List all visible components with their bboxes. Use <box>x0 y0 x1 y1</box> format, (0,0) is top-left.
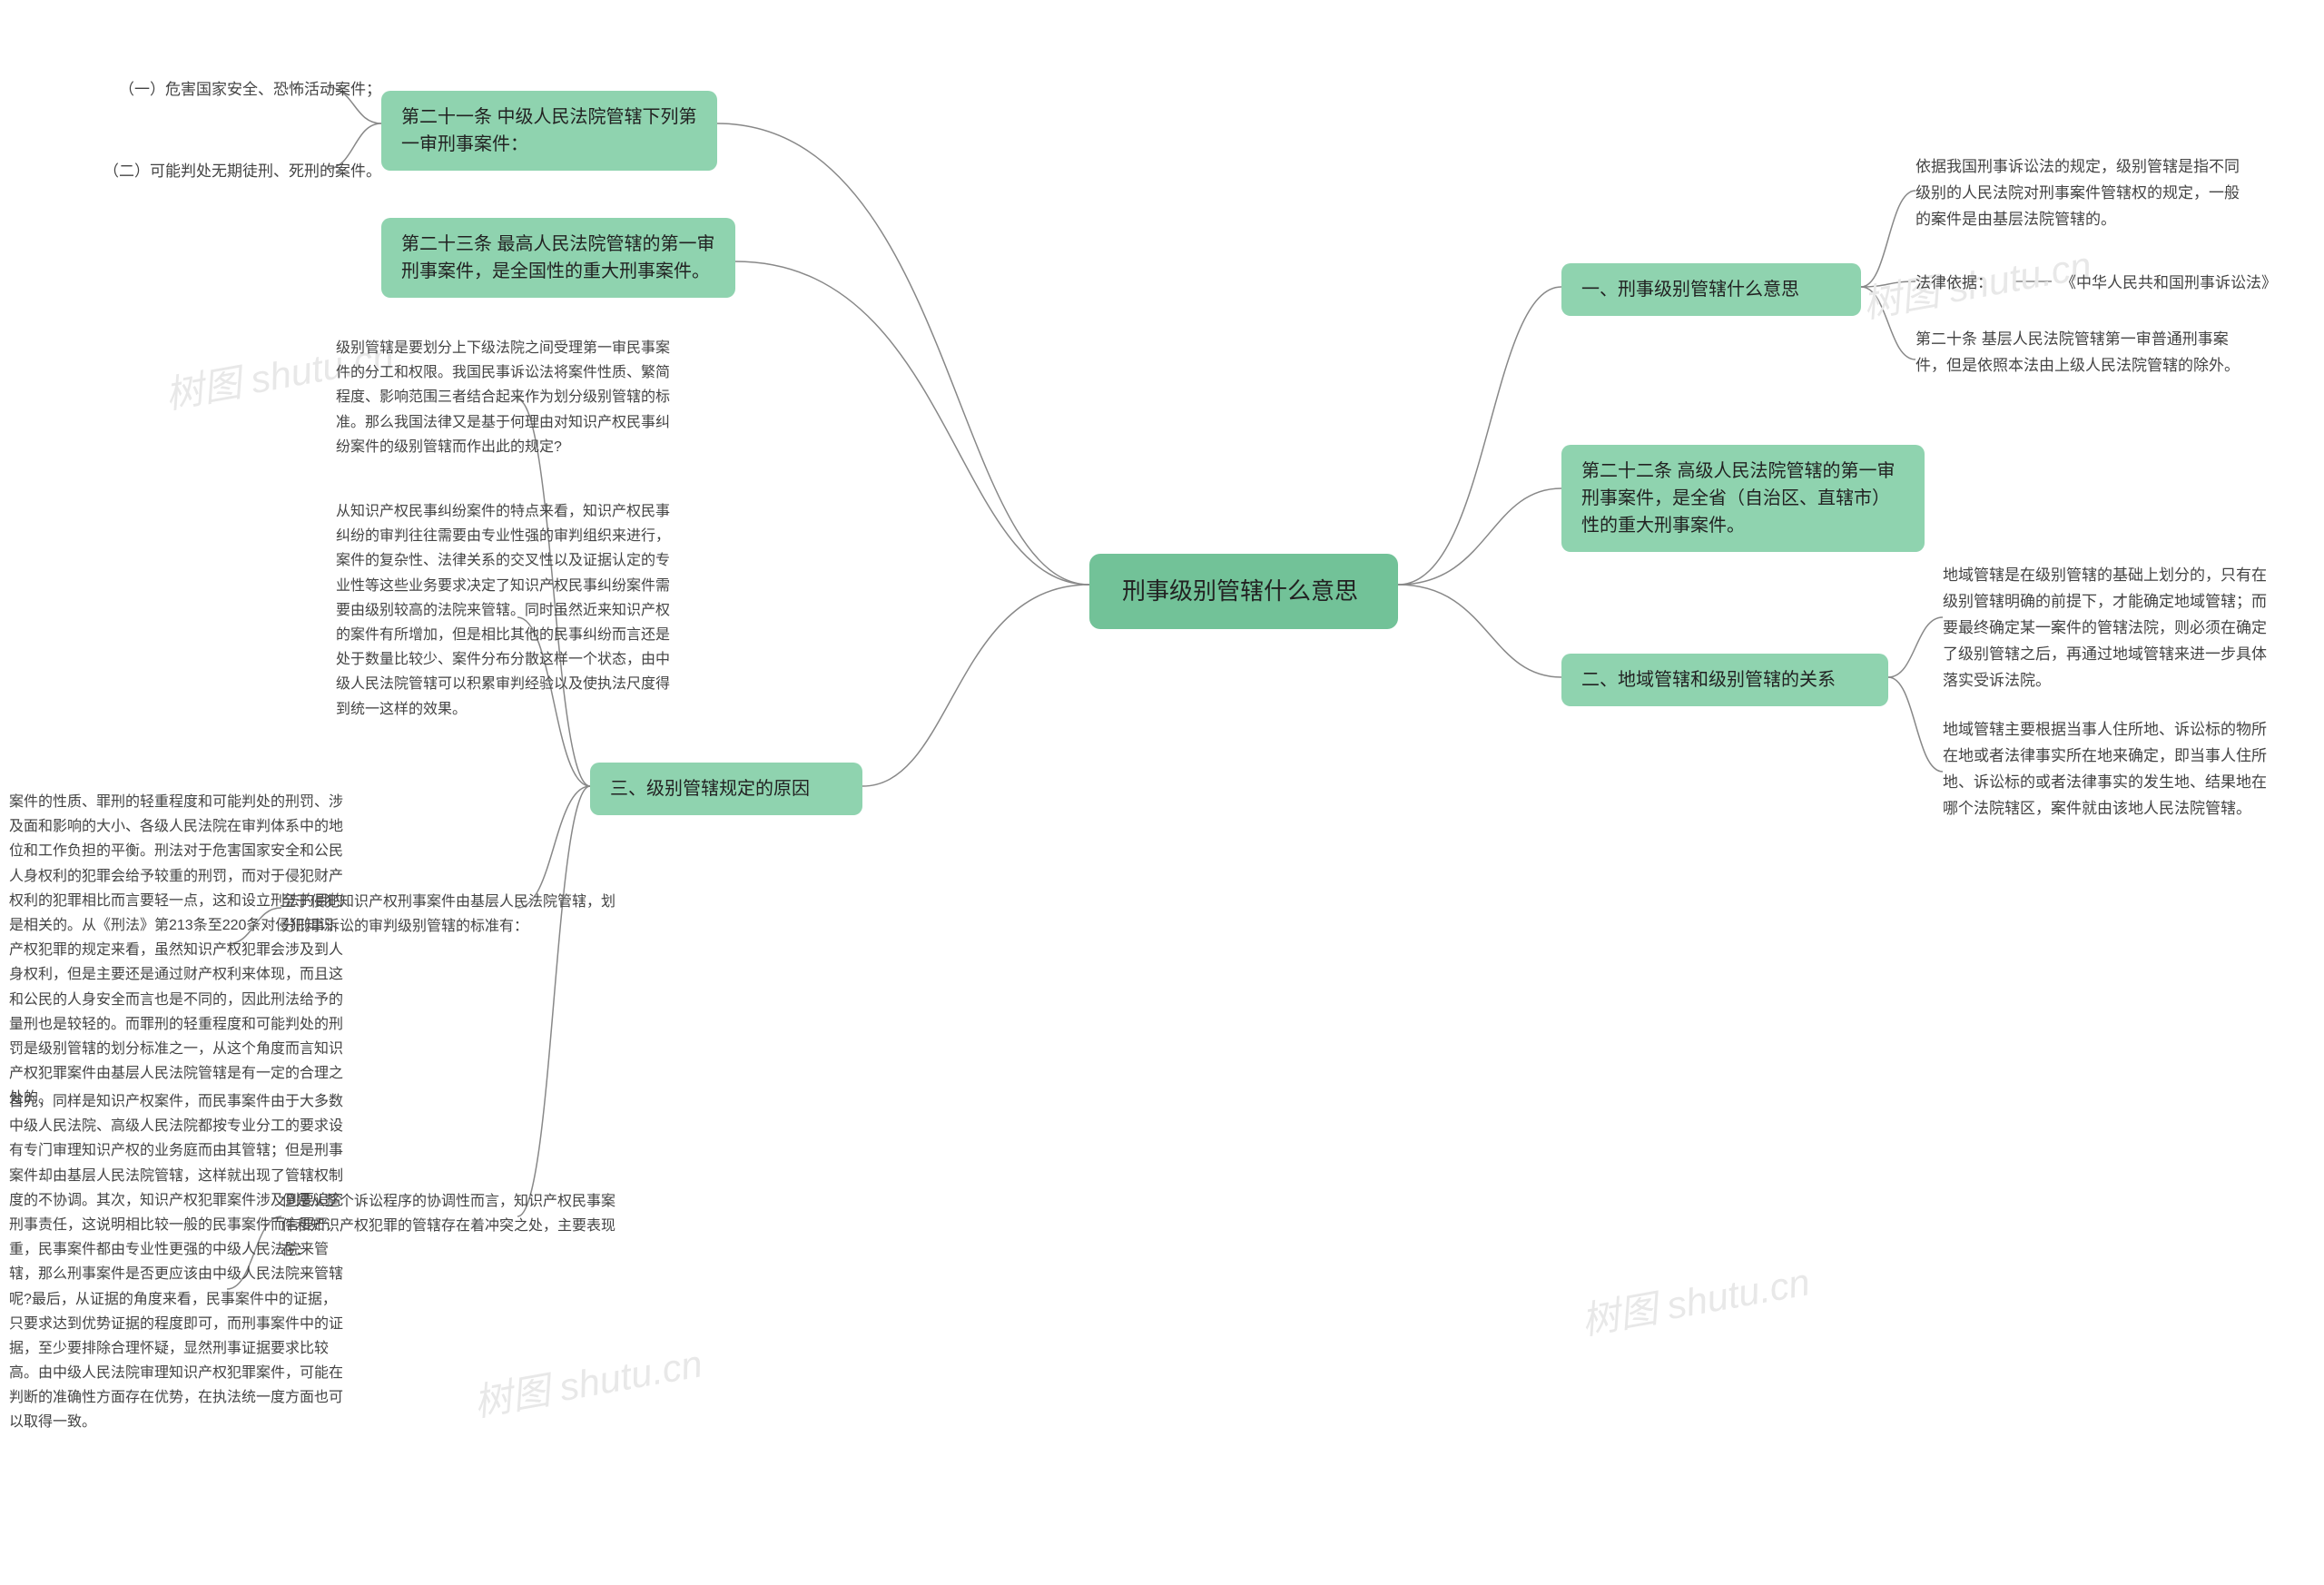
leaf-text: 从知识产权民事纠纷案件的特点来看，知识产权民事纠纷的审判往往需要由专业性强的审判… <box>336 499 672 722</box>
leaf-text: 地域管辖主要根据当事人住所地、诉讼标的物所在地或者法律事实所在地来确定，即当事人… <box>1943 717 2279 822</box>
leaf-text: （二）可能判处无期徒刑、死刑的案件。 <box>82 159 381 185</box>
leaf-text: 《中华人民共和国刑事诉讼法》 <box>2061 271 2297 297</box>
branch-node[interactable]: 第二十一条 中级人民法院管辖下列第一审刑事案件： <box>381 91 717 171</box>
leaf-text: 级别管辖是要划分上下级法院之间受理第一审民事案件的分工和权限。我国民事诉讼法将案… <box>336 336 672 459</box>
watermark: 树图 shutu.cn <box>1577 1251 1814 1345</box>
leaf-text: 法律依据： <box>1915 271 2024 297</box>
branch-node[interactable]: 第二十二条 高级人民法院管辖的第一审刑事案件，是全省（自治区、直辖市）性的重大刑… <box>1561 445 1925 552</box>
watermark: 树图 shutu.cn <box>469 1333 706 1427</box>
leaf-text: 首先，同样是知识产权案件，而民事案件由于大多数中级人民法院、高级人民法院都按专业… <box>9 1089 345 1435</box>
leaf-text: 地域管辖是在级别管辖的基础上划分的，只有在级别管辖明确的前提下，才能确定地域管辖… <box>1943 563 2279 694</box>
center-node[interactable]: 刑事级别管辖什么意思 <box>1089 554 1398 629</box>
leaf-text: 依据我国刑事诉讼法的规定，级别管辖是指不同级别的人民法院对刑事案件管辖权的规定，… <box>1915 154 2251 233</box>
branch-node[interactable]: 三、级别管辖规定的原因 <box>590 763 862 815</box>
branch-node[interactable]: 二、地域管辖和级别管辖的关系 <box>1561 654 1888 706</box>
leaf-text: 第二十条 基层人民法院管辖第一审普通刑事案件，但是依照本法由上级人民法院管辖的除… <box>1915 327 2251 379</box>
branch-node[interactable]: 第二十三条 最高人民法院管辖的第一审刑事案件，是全国性的重大刑事案件。 <box>381 218 735 298</box>
branch-node[interactable]: 一、刑事级别管辖什么意思 <box>1561 263 1861 316</box>
leaf-text: （一）危害国家安全、恐怖活动案件； <box>91 77 381 103</box>
leaf-text: 案件的性质、罪刑的轻重程度和可能判处的刑罚、涉及面和影响的大小、各级人民法院在审… <box>9 790 345 1110</box>
